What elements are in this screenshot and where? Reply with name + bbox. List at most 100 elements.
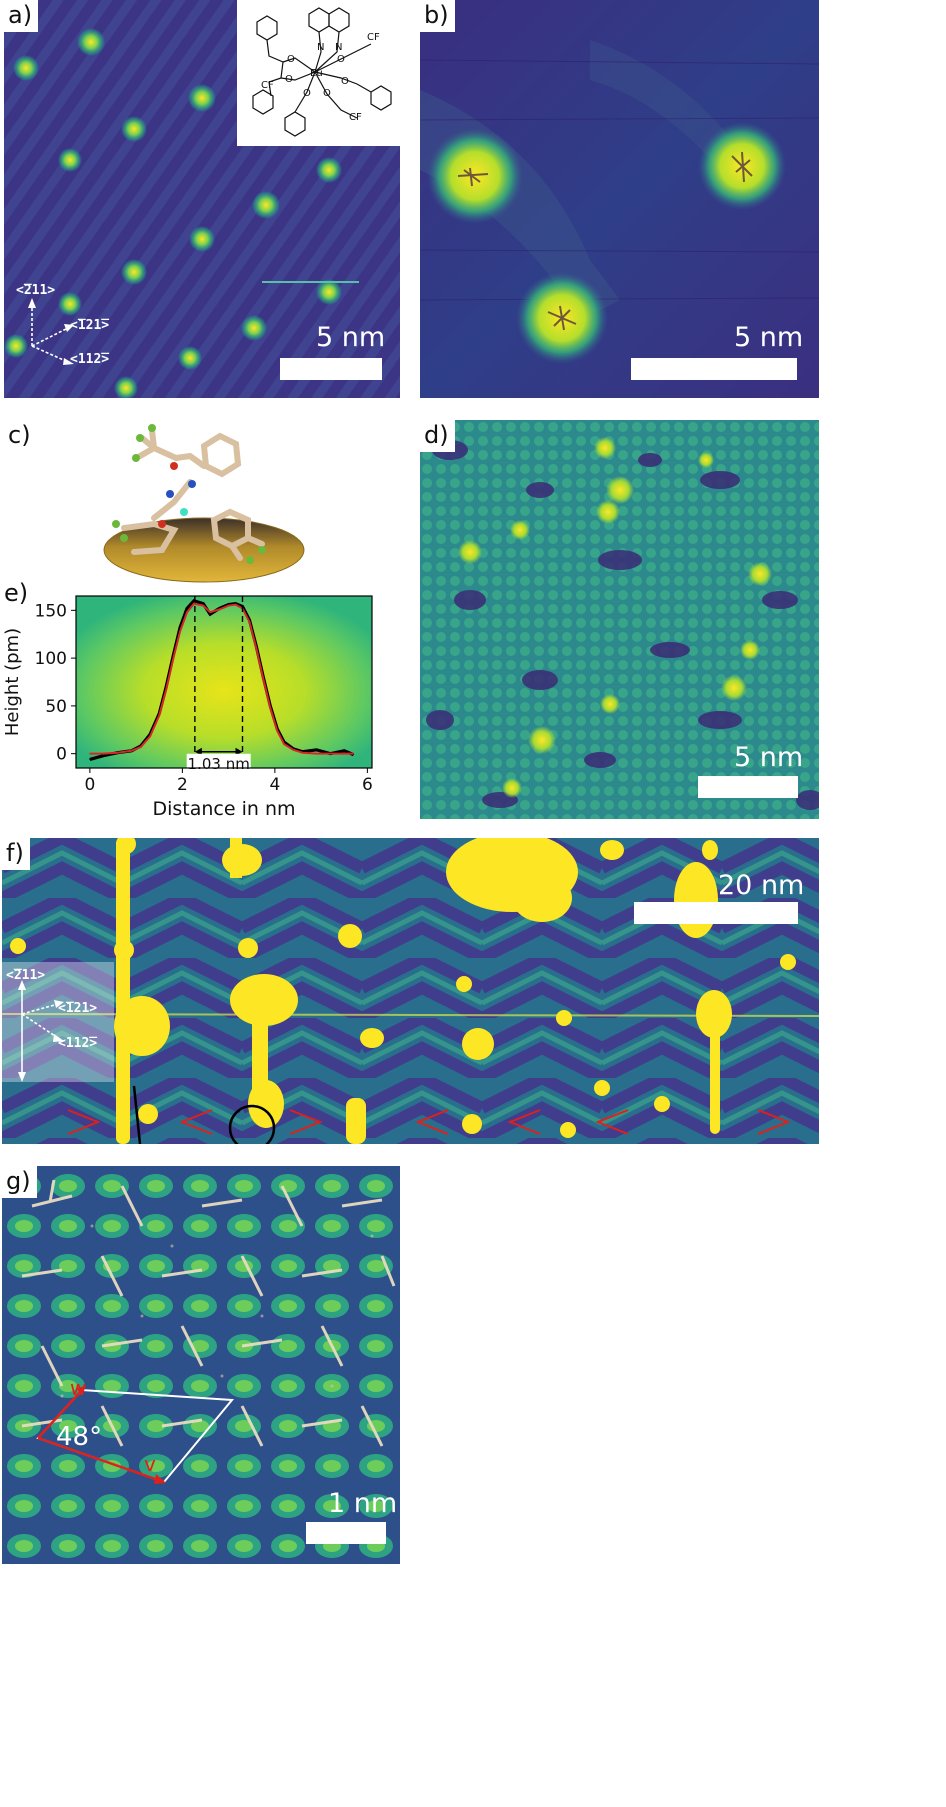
profile-point xyxy=(255,647,257,650)
height-profile-chart: 1.03 nm 0 2 4 6 0 50 100 150 Distance in nm Heigh… xyxy=(2,595,373,820)
stm-image-b xyxy=(420,0,819,398)
profile-point xyxy=(209,611,211,613)
panel-e-label: e) xyxy=(0,578,35,610)
svg-text:O: O xyxy=(323,88,331,99)
profile-point xyxy=(302,752,304,754)
profile-line-1 xyxy=(89,602,354,755)
scale-label-b: 5 nm xyxy=(734,322,804,353)
profile-point xyxy=(202,603,204,605)
profile-point xyxy=(315,749,318,751)
profile-point xyxy=(352,753,355,755)
profile-point xyxy=(89,758,91,760)
profile-point xyxy=(149,735,151,738)
profile-point xyxy=(103,754,105,757)
x-tick-label: 2 xyxy=(177,775,188,795)
profile-point xyxy=(130,750,133,752)
svg-text:O: O xyxy=(287,54,295,65)
angle-label: 48° xyxy=(56,1422,103,1452)
stm-image-f xyxy=(2,838,819,1144)
direction-label-a-1: <̅211> xyxy=(16,283,56,298)
stm-image-g xyxy=(2,1166,400,1564)
scale-bar-f xyxy=(634,902,798,924)
direction-label-a-2: <̅121̅> xyxy=(70,318,110,333)
profile-point xyxy=(140,746,142,748)
scale-bar-b xyxy=(631,358,797,380)
annotation-label: 1.03 nm xyxy=(188,755,250,773)
svg-text:O: O xyxy=(341,76,349,87)
svg-text:N: N xyxy=(335,42,342,53)
svg-text:O: O xyxy=(303,88,311,99)
y-axis-label: Height (pm) xyxy=(2,628,23,736)
y-tick-label: 150 xyxy=(35,601,67,621)
scale-bar-a xyxy=(280,358,382,380)
profile-point xyxy=(343,750,345,752)
plot-frame xyxy=(75,595,373,769)
scale-bar-d xyxy=(698,776,798,798)
profile-point xyxy=(343,753,345,755)
profile-point xyxy=(186,607,188,610)
panel-f: f) <̅211> <̅121> <112̅> 20 nm xyxy=(2,838,819,1144)
profile-point xyxy=(158,714,160,717)
annotation-box xyxy=(186,753,251,772)
profile-point xyxy=(202,604,204,607)
direction-label-f-2: <̅121> xyxy=(58,1001,98,1016)
direction-label-f-3: <112̅> xyxy=(58,1036,98,1051)
stm-image-d xyxy=(420,420,819,819)
scale-label-a: 5 nm xyxy=(316,322,386,353)
panel-e: e) 1.03 nm 0 2 4 6 0 50 100 150 Distance in nm He… xyxy=(0,574,400,824)
plot-area-background xyxy=(76,596,372,768)
panel-g-label: g) xyxy=(2,1166,37,1198)
x-axis-label: Distance in nm xyxy=(152,798,295,820)
profile-point xyxy=(228,604,230,607)
panel-b: b) 5 nm xyxy=(420,0,819,398)
scale-label-g: 1 nm xyxy=(328,1488,398,1519)
profile-point xyxy=(172,658,174,660)
direction-label-f-1: <̅211> xyxy=(6,968,46,983)
profile-point xyxy=(165,689,167,691)
profile-point xyxy=(262,678,264,680)
x-tick-label: 4 xyxy=(269,775,280,795)
y-tick-label: 50 xyxy=(45,697,67,717)
panel-f-label: f) xyxy=(2,838,30,870)
profile-point xyxy=(292,749,294,751)
panel-c-label: c) xyxy=(4,420,37,452)
svg-text:O: O xyxy=(285,74,293,85)
profile-point xyxy=(283,743,285,745)
profile-point xyxy=(117,752,119,754)
panel-a-label: a) xyxy=(4,0,39,32)
molecule-3d-model xyxy=(103,424,305,583)
profile-point xyxy=(186,611,188,613)
direction-label-a-3: <112̅> xyxy=(70,352,110,367)
scale-bar-g xyxy=(306,1522,386,1544)
profile-point xyxy=(103,753,105,755)
panel-b-label: b) xyxy=(420,0,455,32)
svg-text:N: N xyxy=(317,42,324,53)
panel-d: d) 5 nm xyxy=(420,420,819,819)
panel-g: g) w v 48° 1 nm xyxy=(2,1166,400,1564)
x-tick-label: 6 xyxy=(362,775,373,795)
x-tick-label: 0 xyxy=(84,775,95,795)
scale-label-d: 5 nm xyxy=(734,742,804,773)
y-tick-label: 100 xyxy=(35,649,67,669)
svg-text:CF: CF xyxy=(349,112,362,123)
scale-label-f: 20 nm xyxy=(718,870,805,901)
svg-text:Eu: Eu xyxy=(310,68,323,79)
vector-w-label: w xyxy=(70,1376,87,1400)
profile-point xyxy=(89,753,91,755)
profile-point xyxy=(179,630,181,632)
panel-c: c) xyxy=(4,420,400,588)
profile-point xyxy=(248,621,251,623)
svg-text:CF: CF xyxy=(261,80,274,91)
profile-point xyxy=(234,604,237,606)
profile-point xyxy=(193,603,195,605)
svg-text:CF: CF xyxy=(367,32,380,43)
vector-v-label: v xyxy=(144,1452,156,1476)
profile-point xyxy=(329,753,331,755)
profile-point xyxy=(276,730,278,732)
profile-point xyxy=(218,608,220,610)
profile-point xyxy=(269,707,271,709)
panel-d-label: d) xyxy=(420,420,455,452)
crystal-directions-a xyxy=(28,298,74,365)
